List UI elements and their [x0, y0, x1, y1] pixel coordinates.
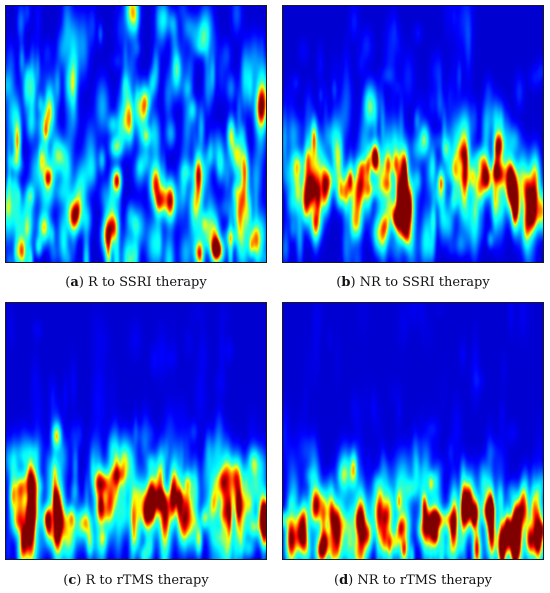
caption-c-letter: c [68, 573, 77, 588]
scalogram-canvas-c [6, 303, 266, 559]
caption-a: (a) R to SSRI therapy [65, 275, 207, 290]
caption-c-text: R to rTMS therapy [85, 573, 209, 588]
caption-d-text: NR to rTMS therapy [357, 573, 493, 588]
caption-a-letter: a [70, 275, 79, 290]
caption-b-letter: b [341, 275, 351, 290]
caption-b: (b) NR to SSRI therapy [336, 275, 490, 290]
scalogram-canvas-a [6, 6, 266, 262]
caption-b-text: NR to SSRI therapy [359, 275, 490, 290]
caption-a-text: R to SSRI therapy [88, 275, 207, 290]
scalogram-image-a [5, 5, 267, 263]
caption-c: (c) R to rTMS therapy [63, 573, 209, 588]
scalogram-canvas-b [283, 6, 543, 262]
scalogram-image-b [282, 5, 544, 263]
scalogram-image-c [5, 302, 267, 560]
scalogram-image-d [282, 302, 544, 560]
caption-d: (d) NR to rTMS therapy [333, 573, 493, 588]
scalogram-canvas-d [283, 303, 543, 559]
caption-d-letter: d [339, 573, 349, 588]
